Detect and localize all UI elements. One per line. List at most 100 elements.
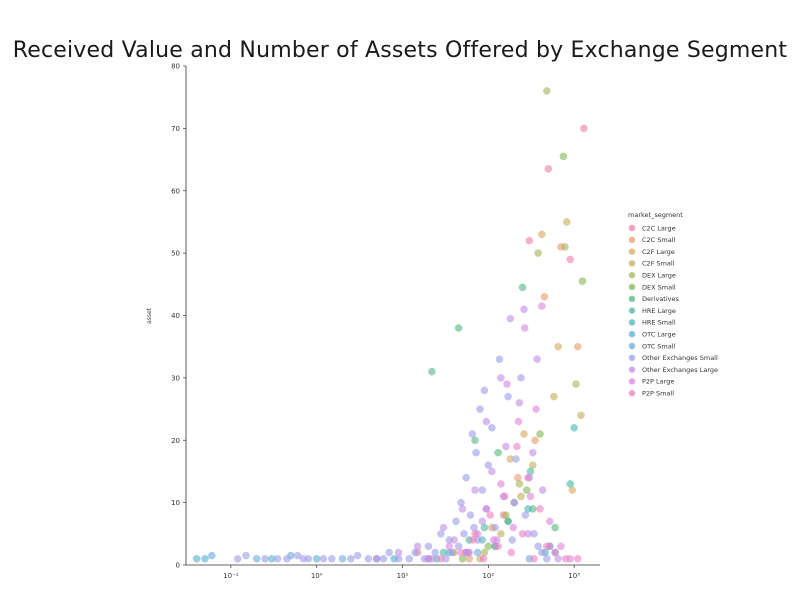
scatter-point [526, 492, 535, 501]
scatter-point [494, 448, 502, 457]
scatter-point [518, 283, 527, 292]
scatter-point [509, 523, 518, 532]
scatter-point [497, 374, 505, 382]
legend-label: OTC Large [642, 331, 676, 339]
scatter-point [530, 554, 538, 563]
scatter-point [561, 554, 570, 563]
legend-marker [628, 295, 636, 302]
legend-label: P2P Large [642, 378, 674, 386]
scatter-point [473, 548, 482, 557]
scatter-point [462, 473, 470, 482]
scatter-point [538, 486, 547, 494]
legend-marker [628, 272, 636, 279]
legend-marker [628, 342, 636, 350]
scatter-point [428, 367, 436, 376]
y-tick-label: 70 [171, 125, 180, 133]
scatter-point [518, 529, 527, 538]
legend-label: DEX Small [642, 283, 676, 291]
scatter-point [431, 548, 440, 557]
scatter-point [494, 542, 502, 551]
scatter-point [242, 551, 250, 560]
legend-label: Derivatives [642, 295, 680, 303]
legend-label: Other Exchanges Small [642, 354, 718, 362]
scatter-point [233, 554, 242, 563]
legend: market_segment C2C Large C2C Small C2F Lar… [628, 211, 718, 398]
legend-title: market_segment [628, 211, 683, 219]
scatter-point [458, 554, 467, 563]
scatter-point [513, 442, 521, 451]
scatter-point [319, 554, 328, 563]
legend-marker [628, 260, 636, 267]
scatter-point [534, 249, 542, 257]
scatter-point [338, 554, 347, 563]
scatter-point [283, 554, 291, 563]
scatter-point [470, 523, 478, 532]
scatter-point [480, 386, 489, 395]
scatter-point [517, 492, 525, 501]
scatter-point [520, 305, 528, 314]
scatter-point [537, 230, 546, 239]
y-tick-label: 20 [171, 437, 180, 445]
scatter-point [486, 511, 495, 519]
scatter-point [521, 511, 530, 519]
legend-marker [628, 236, 636, 243]
scatter-point [394, 548, 403, 557]
y-tick-label: 50 [171, 250, 180, 258]
scatter-point [573, 554, 582, 563]
scatter-point [577, 411, 585, 420]
scatter-point [514, 417, 523, 426]
scatter-point [532, 405, 540, 413]
scatter-point [472, 448, 480, 457]
scatter-point [478, 486, 487, 494]
scatter-point [557, 542, 565, 551]
scatter-point [353, 551, 362, 560]
scatter-point [201, 554, 209, 563]
scatter-point [457, 498, 465, 507]
scatter-point [533, 355, 541, 364]
scatter-point [469, 536, 477, 544]
scatter-point [525, 236, 534, 245]
scatter-point [495, 355, 504, 364]
scatter-point [482, 417, 491, 426]
points-layer [192, 87, 588, 563]
scatter-point [261, 554, 269, 563]
scatter-point [536, 505, 544, 513]
scatter-point [524, 505, 532, 513]
scatter-point [484, 542, 493, 551]
x-tick-label: 10² [482, 572, 494, 580]
legend-marker [628, 354, 636, 361]
scatter-point [273, 554, 282, 563]
scatter-point [536, 430, 544, 438]
legend-label: C2C Large [642, 224, 676, 232]
scatter-point [484, 461, 493, 470]
scatter-point [551, 548, 559, 557]
scatter-point [478, 517, 487, 526]
legend-label: C2C Small [642, 236, 676, 244]
scatter-point [524, 473, 532, 482]
scatter-point [550, 392, 558, 401]
scatter-point [544, 165, 553, 173]
scatter-point [566, 255, 575, 264]
legend-label: HRE Small [642, 319, 676, 327]
scatter-point [520, 324, 529, 332]
scatter-point [542, 542, 551, 551]
scatter-point [452, 517, 460, 526]
scatter-point [454, 324, 463, 332]
scatter-point [537, 302, 546, 310]
scatter-point [488, 467, 496, 476]
scatter-point [385, 548, 394, 557]
scatter-point [445, 542, 454, 551]
scatter-point [542, 87, 551, 95]
scatter-point [460, 529, 468, 538]
scatter-point [482, 505, 491, 513]
scatter-point [192, 554, 201, 563]
scatter-point [572, 380, 580, 388]
scatter-point [507, 548, 516, 557]
scatter-point [372, 554, 381, 563]
x-tick-label: 10⁻¹ [223, 572, 239, 580]
scatter-point [561, 243, 569, 251]
scatter-point [448, 548, 457, 557]
legend-marker [628, 319, 636, 326]
scatter-point [413, 542, 422, 551]
